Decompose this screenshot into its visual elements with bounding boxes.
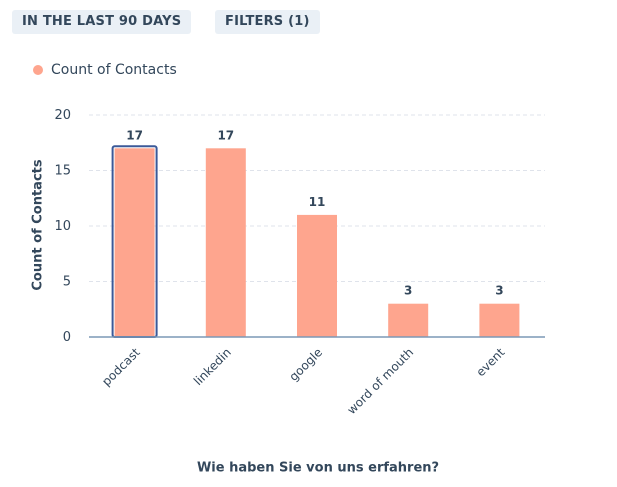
bar[interactable] <box>205 148 246 337</box>
data-label: 11 <box>309 195 326 209</box>
bar[interactable] <box>479 303 520 337</box>
data-label: 17 <box>126 128 143 142</box>
x-tick-label: google <box>286 345 325 384</box>
legend-swatch <box>33 65 43 75</box>
x-tick-label: podcast <box>99 345 143 389</box>
data-label: 3 <box>495 284 503 298</box>
legend-label: Count of Contacts <box>51 62 177 78</box>
bar[interactable] <box>114 148 155 337</box>
y-tick-label: 15 <box>54 164 71 179</box>
bar[interactable] <box>388 303 429 337</box>
date-range-filter-button[interactable]: IN THE LAST 90 DAYS <box>12 10 192 34</box>
data-label: 17 <box>217 128 234 142</box>
y-tick-label: 0 <box>63 330 71 345</box>
x-tick-label: event <box>473 345 507 379</box>
bar[interactable] <box>297 214 337 337</box>
filters-button[interactable]: FILTERS (1) <box>215 10 320 34</box>
x-axis-title: Wie haben Sie von uns erfahren? <box>196 460 440 476</box>
y-tick-label: 5 <box>63 275 71 290</box>
data-label: 3 <box>404 284 412 298</box>
chart-legend: Count of Contacts <box>33 60 177 80</box>
y-tick-label: 20 <box>54 108 71 123</box>
y-tick-label: 10 <box>54 219 71 234</box>
x-tick-label: word of mouth <box>344 345 416 417</box>
x-tick-label: linkedin <box>191 345 234 388</box>
